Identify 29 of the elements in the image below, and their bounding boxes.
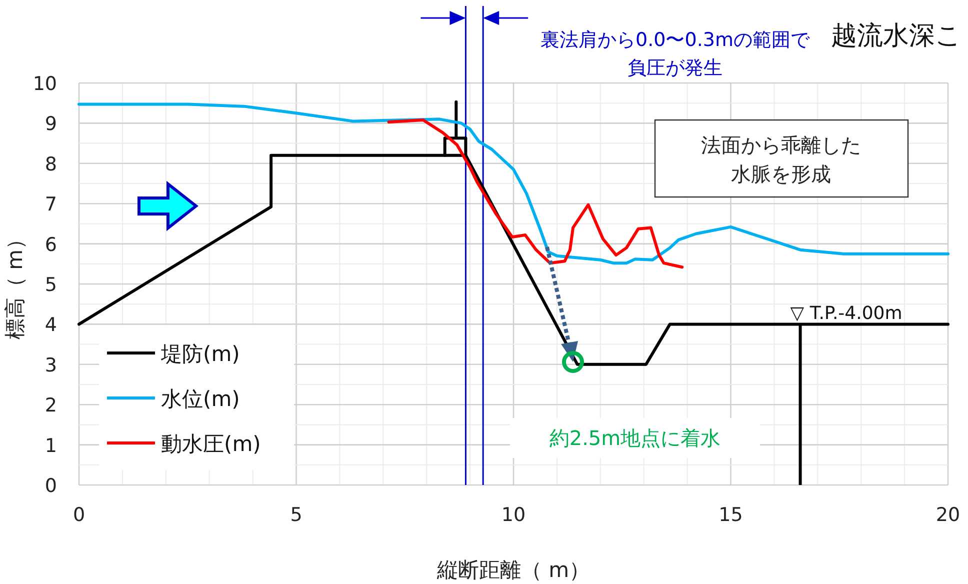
legend-label: 動水圧(m) — [161, 432, 261, 456]
chart-title: 越流水深こ — [831, 21, 962, 51]
y-axis-title: 標高（ m） — [3, 228, 27, 340]
legend-label: 堤防(m) — [160, 342, 240, 366]
annotation: 法面から乖離した水脈を形成 — [654, 119, 909, 198]
x-tick-label: 20 — [936, 504, 960, 526]
y-tick-label: 4 — [44, 314, 57, 336]
x-tick-label: 15 — [718, 504, 743, 526]
y-tick-label: 9 — [44, 113, 57, 136]
y-tick-label: 2 — [44, 394, 57, 417]
x-tick-label: 0 — [72, 504, 86, 526]
annotation: 約2.5m地点に着水 — [510, 418, 760, 458]
y-tick-label: 10 — [32, 73, 57, 95]
y-tick-label: 8 — [44, 153, 57, 176]
y-tick-label: 0 — [44, 475, 57, 497]
y-tick-label: 6 — [44, 234, 57, 256]
legend-label: 水位(m) — [161, 387, 240, 411]
x-tick-label: 10 — [501, 504, 526, 526]
y-tick-label: 7 — [44, 194, 57, 216]
x-axis-title: 縦断距離（ m） — [436, 558, 590, 582]
y-tick-label: 1 — [44, 434, 57, 457]
y-tick-label: 5 — [44, 274, 57, 296]
annotation: 裏法肩から0.0〜0.3mの範囲で負圧が発生 — [530, 20, 820, 82]
annotation: 法面から乖離した水脈を形成 — [701, 133, 861, 186]
x-tick-label: 5 — [290, 504, 302, 526]
y-tick-label: 3 — [44, 354, 57, 376]
annotation: ▽ T.P.-4.00m — [790, 303, 902, 324]
annotation: 約2.5m地点に着水 — [549, 426, 721, 450]
annotation: ▽ T.P.-4.00m — [790, 303, 902, 485]
